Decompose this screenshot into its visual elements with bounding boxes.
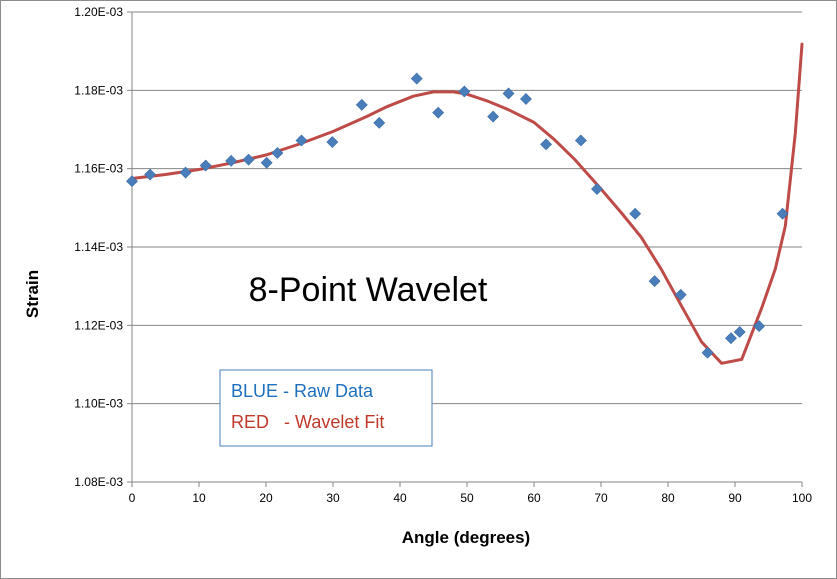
axes (127, 11, 803, 487)
raw-data-point (574, 134, 587, 147)
legend-wavelet-fit: RED - Wavelet Fit (231, 412, 384, 432)
x-tick-label: 20 (259, 491, 273, 505)
raw-data-point (725, 332, 737, 345)
x-tick-label: 90 (728, 491, 742, 505)
tick-labels: 1.08E-03 1.10E-03 1.12E-03 1.14E-03 1.16E-03… (74, 5, 812, 505)
x-tick-label: 40 (393, 491, 407, 505)
legend-border (219, 369, 433, 447)
raw-data-point (373, 116, 386, 129)
x-tick-label: 100 (792, 491, 812, 505)
x-tick-label: 50 (460, 491, 474, 505)
raw-data-point (271, 147, 284, 159)
y-tick-label: 1.16E-03 (74, 162, 123, 176)
raw-data-point (520, 93, 532, 105)
raw-data-point (326, 136, 339, 148)
y-tick-label: 1.12E-03 (74, 318, 123, 332)
x-tick-label: 0 (129, 491, 136, 505)
raw-data-point (540, 138, 552, 151)
raw-data-point (629, 207, 642, 220)
raw-data-point (126, 175, 138, 188)
raw-data-point (225, 154, 238, 167)
raw-data-point (199, 159, 212, 172)
raw-data-point (487, 110, 500, 123)
raw-data-point (242, 153, 255, 166)
raw-data-point (591, 183, 603, 195)
raw-data-point (295, 134, 308, 147)
raw-data-point (260, 156, 273, 169)
raw-data-point (410, 72, 423, 85)
raw-data-point (502, 87, 515, 100)
x-tick-label: 30 (326, 491, 340, 505)
y-tick-label: 1.14E-03 (74, 240, 123, 254)
x-tick-label: 70 (594, 491, 608, 505)
raw-data-point (701, 346, 714, 359)
x-tick-label: 10 (192, 491, 206, 505)
y-tick-label: 1.20E-03 (74, 5, 123, 19)
raw-data-point (674, 288, 687, 301)
chart-annotation: 8-Point Wavelet (249, 271, 488, 309)
raw-data-points (126, 72, 789, 359)
raw-data-point (733, 326, 746, 338)
x-axis-title: Angle (degrees) (402, 528, 530, 547)
x-tick-label: 60 (527, 491, 541, 505)
legend-box: BLUE - Raw Data RED - Wavelet Fit (219, 369, 433, 447)
raw-data-point (776, 207, 789, 220)
y-tick-label: 1.10E-03 (74, 397, 123, 411)
raw-data-point (648, 275, 661, 287)
raw-data-point (179, 166, 192, 179)
raw-data-point (355, 98, 368, 111)
y-axis-title: Strain (23, 270, 42, 318)
x-tick-label: 80 (661, 491, 675, 505)
raw-data-point (458, 85, 471, 98)
y-tick-label: 1.18E-03 (74, 83, 123, 97)
raw-data-point (432, 106, 445, 119)
y-tick-label: 1.08E-03 (74, 475, 123, 489)
raw-data-point (753, 320, 766, 333)
raw-data-point (144, 168, 157, 181)
legend-raw-data: BLUE - Raw Data (231, 381, 374, 401)
